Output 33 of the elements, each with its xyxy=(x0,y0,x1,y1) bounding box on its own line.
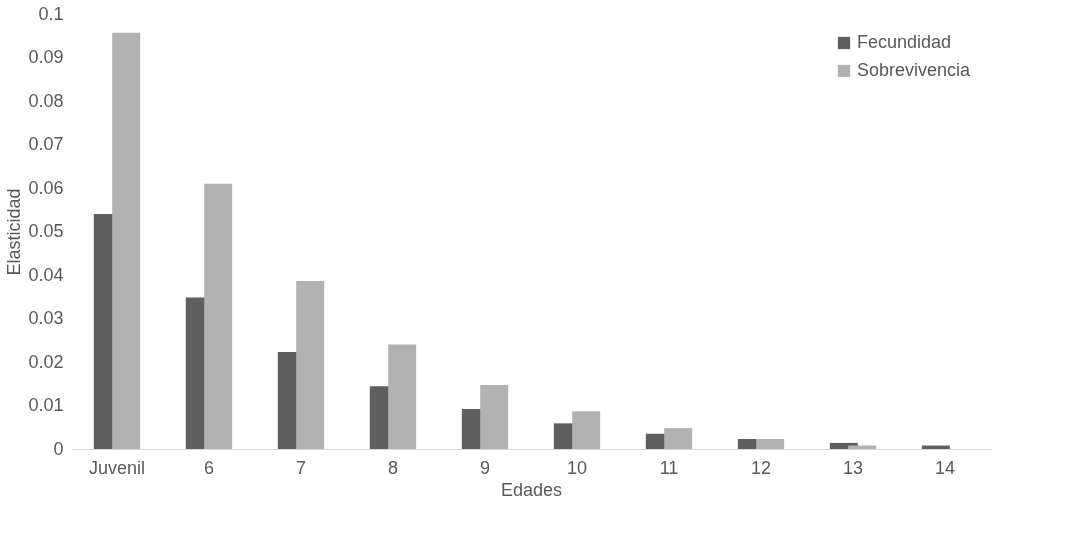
bar xyxy=(664,428,693,449)
x-tick-label: 9 xyxy=(479,457,491,478)
y-tick-label: 0.09 xyxy=(28,47,64,67)
y-tick-label: 0.05 xyxy=(28,221,64,241)
bar xyxy=(572,411,601,449)
bar xyxy=(388,344,417,449)
x-tick-label: 8 xyxy=(387,457,399,478)
x-tick-label: 7 xyxy=(295,457,307,478)
bar xyxy=(480,385,509,449)
y-axis-title: Elasticidad xyxy=(4,188,25,276)
x-tick-label: 13 xyxy=(842,457,864,478)
y-tick-label: 0 xyxy=(53,438,64,459)
y-tick-label: 0.1 xyxy=(38,3,64,24)
y-tick-label: 0.01 xyxy=(28,395,64,415)
bar xyxy=(296,281,325,449)
x-tick-label: Juvenil xyxy=(88,457,146,478)
y-tick-label: 0.06 xyxy=(28,177,64,198)
x-tick-label: 11 xyxy=(659,457,679,478)
y-tick-label: 0.07 xyxy=(28,134,64,154)
x-tick-label: 10 xyxy=(566,457,588,478)
x-tick-label: 6 xyxy=(203,457,215,478)
y-tick-label: 0.03 xyxy=(28,308,64,328)
bar xyxy=(204,183,233,449)
x-axis-title: Edades xyxy=(500,479,563,500)
y-tick-label: 0.08 xyxy=(28,90,64,111)
legend-label: Fecundidad xyxy=(857,32,952,52)
x-tick-label: 12 xyxy=(750,457,772,478)
x-tick-label: 14 xyxy=(934,457,956,478)
y-tick-label: 0.04 xyxy=(28,264,64,285)
bar xyxy=(112,32,141,449)
bar xyxy=(756,439,785,449)
y-tick-label: 0.02 xyxy=(28,351,64,372)
legend-label: Sobrevivencia xyxy=(857,60,972,80)
